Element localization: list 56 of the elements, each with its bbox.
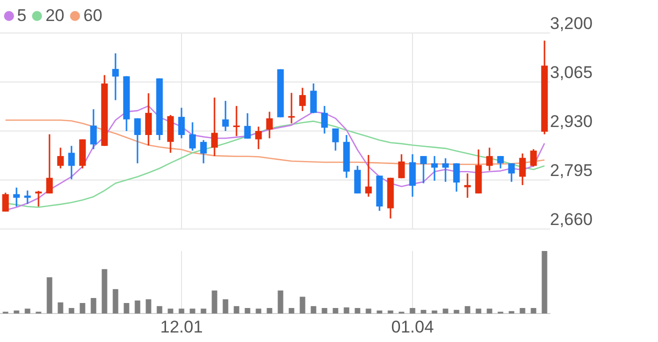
bar [80, 302, 86, 314]
bar [322, 308, 328, 314]
y-tick-label: 3,200 [550, 14, 593, 34]
bar [288, 308, 294, 314]
bar [178, 308, 184, 314]
bar [486, 308, 492, 314]
bar [432, 310, 438, 314]
bar [58, 302, 64, 314]
bar [102, 269, 108, 314]
bar [134, 300, 140, 314]
bar [68, 308, 74, 314]
bar [332, 308, 338, 314]
bar [190, 308, 196, 314]
bar [266, 308, 272, 314]
bar [212, 290, 218, 314]
legend-label: 60 [83, 6, 102, 26]
bar [278, 290, 284, 314]
bar [222, 299, 228, 314]
y-tick-label: 2,930 [550, 112, 593, 132]
y-tick-label: 2,795 [550, 161, 593, 180]
bar [410, 308, 416, 314]
y-tick-label: 2,660 [550, 210, 593, 230]
bar [442, 308, 448, 314]
bar [454, 310, 460, 314]
y-tick-label: 3,065 [550, 63, 593, 82]
bar [344, 307, 350, 314]
bar [256, 308, 262, 314]
x-tick-label: 01.04 [391, 317, 434, 336]
bar [124, 302, 130, 314]
bar [520, 308, 526, 314]
bar [234, 306, 240, 314]
bar [508, 311, 514, 314]
bar [388, 310, 394, 314]
bar [542, 251, 548, 314]
bar [200, 308, 206, 314]
bar [464, 306, 470, 314]
bar [168, 308, 174, 314]
bar [146, 299, 152, 314]
bar [366, 308, 372, 314]
legend-label: 20 [45, 6, 64, 26]
bar [310, 306, 316, 314]
bar [244, 308, 250, 314]
bar [476, 308, 482, 314]
bar [90, 298, 96, 314]
bar [156, 306, 162, 314]
bar [14, 310, 20, 314]
legend-label: 5 [17, 6, 26, 26]
bar [376, 310, 382, 314]
bar [420, 310, 426, 314]
bar [46, 277, 52, 314]
x-tick-label: 12.01 [160, 317, 203, 336]
bar [112, 289, 118, 314]
bar [530, 308, 536, 314]
bar [24, 308, 30, 314]
bar [354, 308, 360, 314]
bar [300, 296, 306, 314]
